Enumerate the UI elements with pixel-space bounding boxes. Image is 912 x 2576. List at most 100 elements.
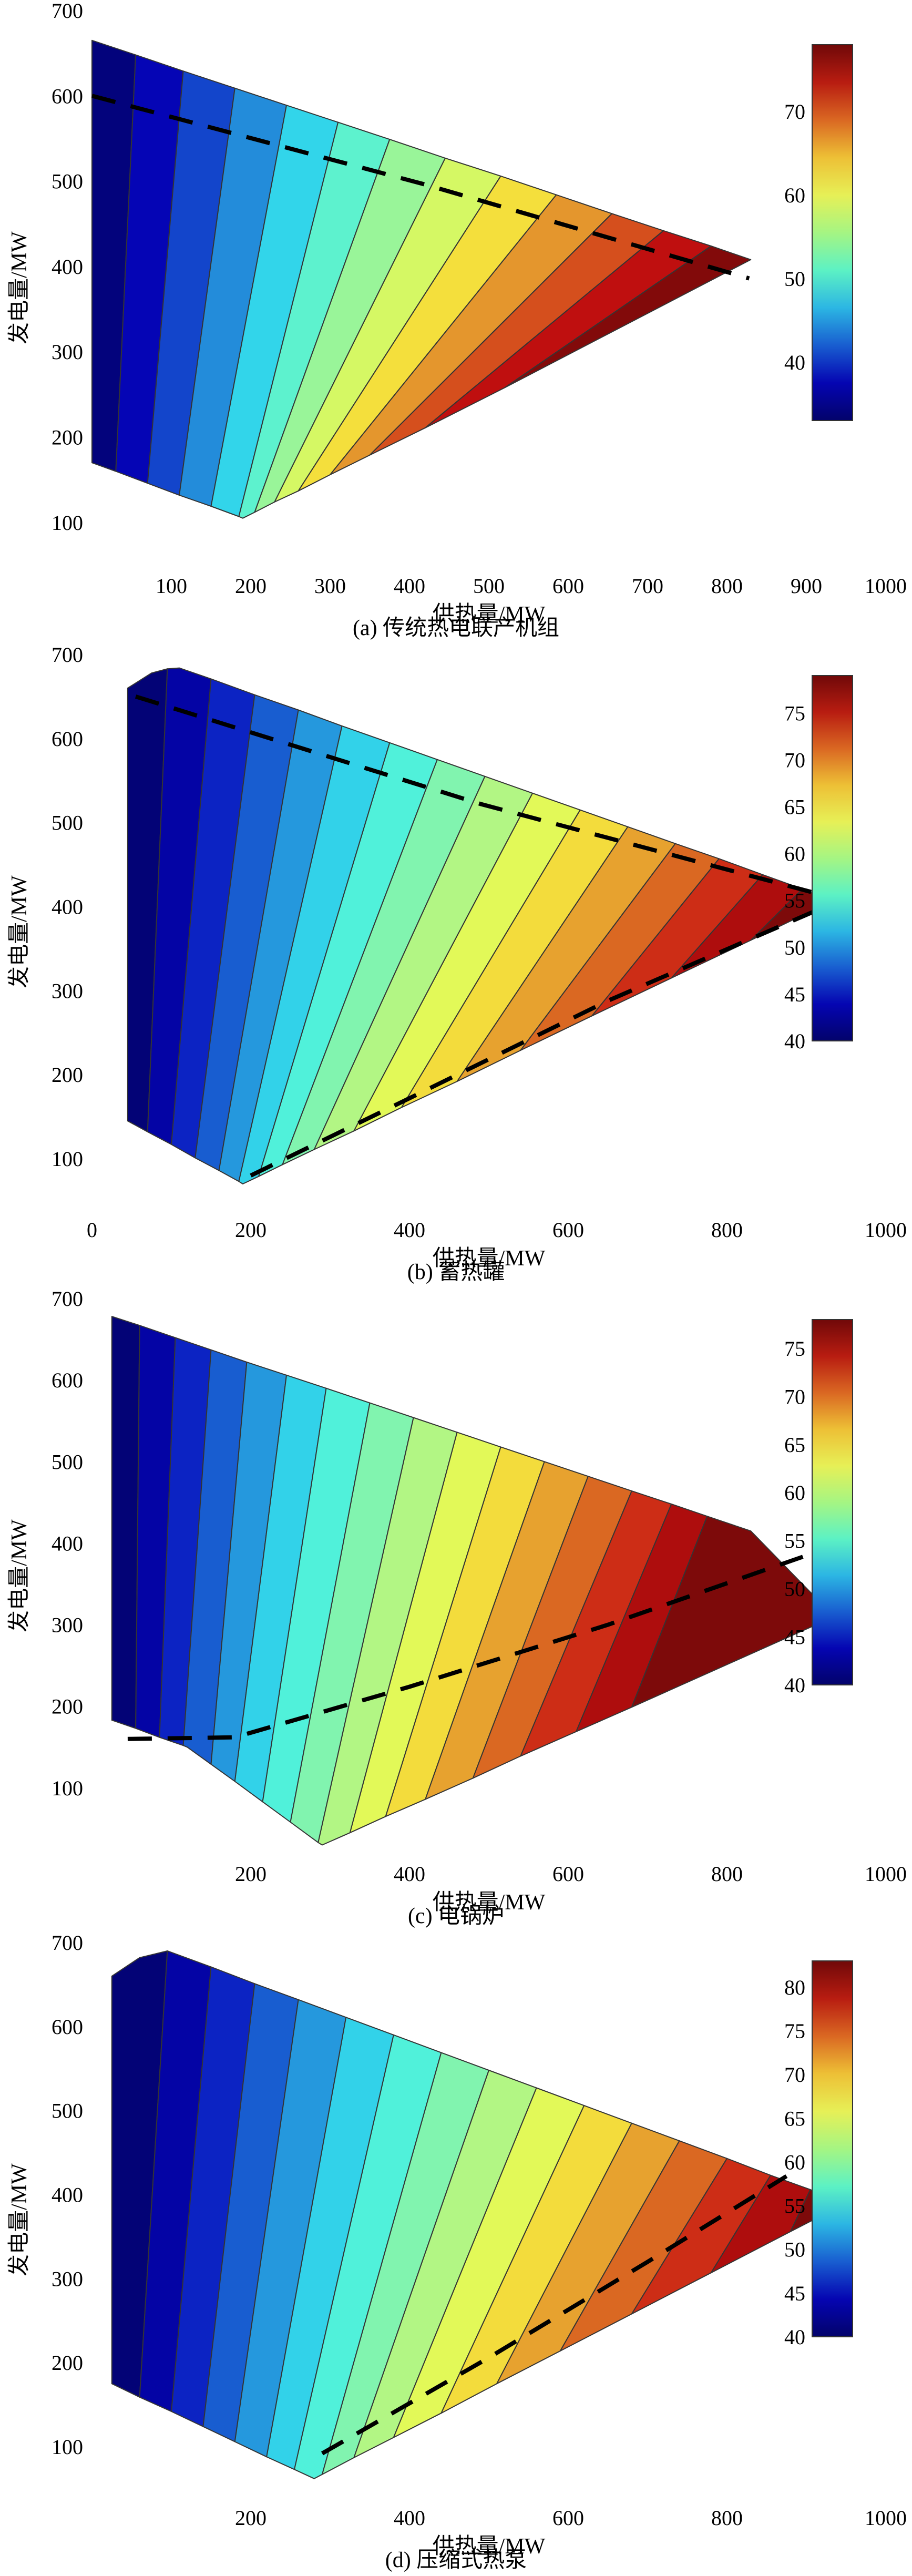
chart-a: 100 200 300 400 500 600 700 800 900 1000 100 200 300…	[0, 0, 912, 644]
colorbar-tick-label: 55	[784, 1529, 805, 1553]
x-tick-label: 600	[552, 1862, 584, 1886]
colorbar-tick-label: 40	[784, 1673, 805, 1697]
colorbar-tick-label: 60	[784, 183, 805, 207]
y-tick-label: 300	[52, 340, 83, 364]
colorbar-tick-label: 55	[784, 889, 805, 913]
colorbar-gradient	[812, 1960, 853, 2337]
colorbar-tick-label: 50	[784, 936, 805, 959]
y-tick-label: 500	[52, 2099, 83, 2123]
y-tick-label: 700	[52, 1288, 83, 1311]
chart-c: 200 400 600 800 1000 100 200 300 400 500 600 700 供热量…	[0, 1288, 912, 1932]
y-tick-label: 400	[52, 1531, 83, 1555]
contour-band	[317, 1417, 458, 1846]
contour-band	[294, 2034, 442, 2479]
x-tick-label: 400	[394, 2506, 425, 2530]
y-tick-label: 200	[52, 1063, 83, 1087]
y-tick-label: 400	[52, 2183, 83, 2207]
colorbar-tick-label: 75	[784, 1337, 805, 1361]
colorbar	[812, 1960, 853, 2337]
x-tick-label: 1000	[865, 1218, 907, 1242]
dashed-operating-line	[250, 904, 826, 1178]
y-tick-label: 200	[52, 2351, 83, 2375]
colorbar-tick-label: 50	[784, 1577, 805, 1601]
x-tick-label: 200	[235, 1218, 267, 1242]
x-tick-label: 0	[87, 1218, 97, 1242]
colorbar-tick-label: 50	[784, 267, 805, 291]
colorbar-gradient	[812, 675, 853, 1041]
y-axis-label: 发电量/MW	[7, 875, 32, 988]
x-tick-label: 200	[235, 1862, 267, 1886]
colorbar-tick-label: 40	[784, 1029, 805, 1053]
x-tick-label: 300	[314, 574, 346, 598]
x-tick-label: 700	[632, 574, 663, 598]
y-axis-label: 发电量/MW	[7, 231, 32, 344]
colorbar	[812, 675, 853, 1041]
y-tick-label: 200	[52, 426, 83, 449]
contour-bands	[111, 1950, 847, 2479]
x-tick-label: 400	[394, 1862, 425, 1886]
dashed-operating-line	[91, 94, 750, 281]
x-axis-label: 供热量/MW	[433, 1890, 546, 1915]
y-tick-label: 700	[52, 1932, 83, 1955]
contour-band	[111, 1316, 140, 1729]
colorbar-gradient	[812, 44, 853, 421]
y-axis-label: 发电量/MW	[7, 1519, 32, 1632]
colorbar-tick-label: 65	[784, 1433, 805, 1457]
y-tick-label: 600	[52, 84, 83, 108]
colorbar-tick-label: 70	[784, 748, 805, 772]
colorbar-tick-label: 50	[784, 2238, 805, 2262]
dashed-operating-line	[127, 1549, 819, 1741]
colorbar-tick-label: 45	[784, 1626, 805, 1649]
chart-caption-c: (c) 电锅炉	[407, 1904, 505, 1928]
colorbar-tick-label: 65	[784, 795, 805, 819]
x-tick-label: 600	[552, 574, 584, 598]
y-tick-label: 100	[52, 2435, 83, 2459]
y-tick-label: 400	[52, 895, 83, 919]
y-tick-label: 100	[52, 511, 83, 535]
chart-b: 0 200 400 600 800 1000 100 200 300 400 500 600 700 供热…	[0, 644, 912, 1288]
chart-caption-a: (a) 传统热电联产机组	[352, 616, 560, 640]
x-tick-label: 500	[473, 574, 505, 598]
y-tick-label: 700	[52, 0, 83, 23]
x-axis-label: 供热量/MW	[433, 602, 546, 627]
y-tick-label: 300	[52, 979, 83, 1003]
y-tick-label: 700	[52, 644, 83, 667]
x-tick-label: 200	[235, 2506, 267, 2530]
colorbar-tick-label: 45	[784, 983, 805, 1006]
contour-band	[504, 246, 752, 389]
x-tick-label: 400	[394, 1218, 425, 1242]
x-tick-label: 600	[552, 2506, 584, 2530]
colorbar-tick-label: 55	[784, 2194, 805, 2218]
x-tick-label: 900	[791, 574, 822, 598]
colorbar-tick-label: 80	[784, 1976, 805, 1999]
x-axis-label: 供热量/MW	[433, 2534, 546, 2559]
y-tick-label: 600	[52, 2015, 83, 2039]
x-tick-label: 1000	[865, 1862, 907, 1886]
colorbar	[812, 1319, 853, 1685]
x-tick-label: 800	[711, 1218, 743, 1242]
x-axis-label: 供热量/MW	[433, 1246, 546, 1271]
contour-plot-a: 100 200 300 400 500 600 700 800 900 1000 100 200 300…	[7, 0, 907, 627]
colorbar-tick-label: 40	[784, 351, 805, 374]
contour-bands	[127, 667, 835, 1184]
x-tick-label: 100	[156, 574, 187, 598]
y-tick-label: 500	[52, 170, 83, 193]
contour-plot-b: 0 200 400 600 800 1000 100 200 300 400 500 600 700 供热…	[7, 644, 907, 1271]
contour-band	[238, 725, 391, 1184]
x-tick-label: 400	[394, 574, 425, 598]
y-tick-label: 300	[52, 1613, 83, 1637]
colorbar-tick-label: 65	[784, 2107, 805, 2130]
chart-caption-b: (b) 蓄热罐	[407, 1260, 505, 1284]
dashed-operating-line	[321, 2174, 788, 2456]
y-tick-label: 600	[52, 1368, 83, 1392]
colorbar-tick-label: 75	[784, 2019, 805, 2043]
y-tick-label: 500	[52, 811, 83, 835]
dashed-operating-line	[135, 694, 829, 899]
y-tick-label: 400	[52, 255, 83, 279]
contour-bands	[91, 39, 752, 519]
colorbar-tick-label: 60	[784, 2150, 805, 2174]
x-tick-label: 1000	[865, 574, 907, 598]
colorbar	[812, 44, 853, 421]
chart-d: 200 400 600 800 1000 100 200 300 400 500 600 700 供热量…	[0, 1932, 912, 2576]
